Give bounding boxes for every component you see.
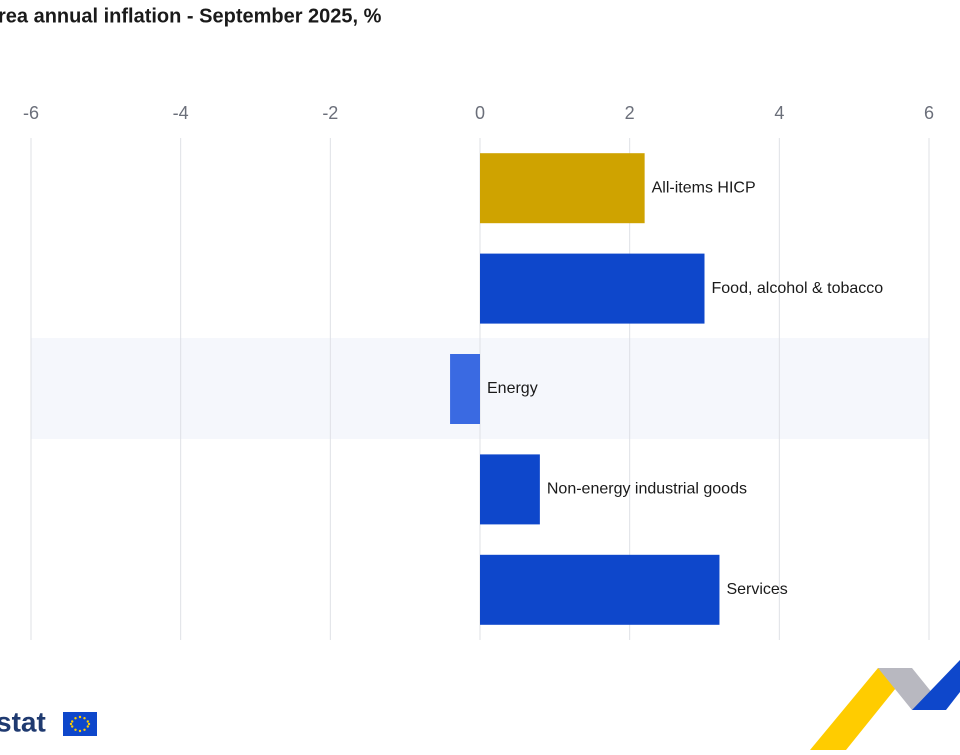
bar-label: Food, alcohol & tobacco bbox=[712, 280, 884, 297]
bar bbox=[480, 253, 705, 324]
x-tick-label: 4 bbox=[774, 103, 784, 123]
x-tick-label: -4 bbox=[173, 103, 189, 123]
bar-label: Energy bbox=[487, 380, 538, 397]
x-tick-label: 2 bbox=[625, 103, 635, 123]
corner-decoration bbox=[810, 660, 960, 750]
bar-label: Services bbox=[726, 581, 787, 598]
bar bbox=[450, 354, 480, 424]
x-tick-label: 0 bbox=[475, 103, 485, 123]
bar bbox=[480, 153, 645, 224]
bar-label: All-items HICP bbox=[652, 179, 756, 196]
bar-label: Non-energy industrial goods bbox=[547, 481, 747, 498]
chart-title: rea annual inflation - September 2025, % bbox=[0, 5, 382, 27]
bars: All-items HICP Food, alcohol & tobacco Ene… bbox=[450, 153, 883, 625]
x-tick-label: 6 bbox=[924, 103, 934, 123]
x-tick-label: -6 bbox=[23, 103, 39, 123]
x-tick-label: -2 bbox=[322, 103, 338, 123]
logo-text: stat bbox=[0, 706, 46, 737]
eu-flag bbox=[63, 712, 97, 736]
bar bbox=[480, 454, 540, 525]
bar bbox=[480, 554, 720, 625]
